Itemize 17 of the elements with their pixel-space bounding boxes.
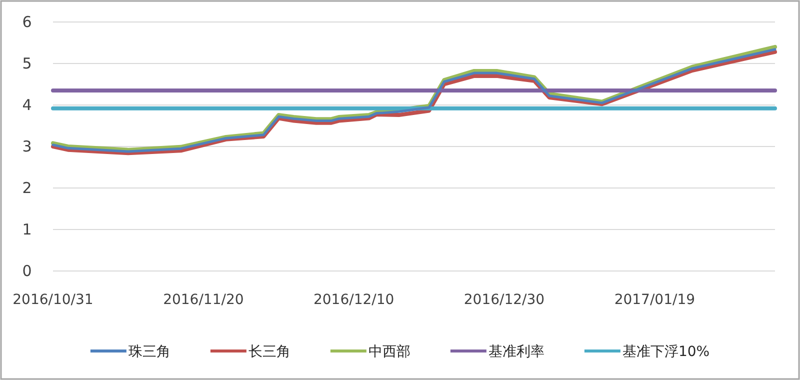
y-tick-label: 5 <box>22 54 32 72</box>
x-tick-label: 2016/12/30 <box>464 292 545 308</box>
y-tick-label: 6 <box>22 13 32 31</box>
legend-label: 基准利率 <box>488 344 544 360</box>
y-tick-label: 2 <box>22 179 32 197</box>
legend-label: 长三角 <box>248 344 290 360</box>
x-tick-label: 2016/11/20 <box>163 292 244 308</box>
legend-label: 基准下浮10% <box>622 344 710 360</box>
y-tick-label: 3 <box>22 138 32 156</box>
y-tick-label: 4 <box>22 96 32 114</box>
x-tick-label: 2017/01/19 <box>614 292 696 308</box>
x-tick-label: 2016/10/31 <box>12 292 94 308</box>
x-tick-label: 2016/12/10 <box>313 292 394 308</box>
y-tick-label: 0 <box>22 262 32 280</box>
legend-label: 中西部 <box>368 344 410 360</box>
legend-label: 珠三角 <box>128 344 170 360</box>
y-tick-label: 1 <box>22 220 32 238</box>
